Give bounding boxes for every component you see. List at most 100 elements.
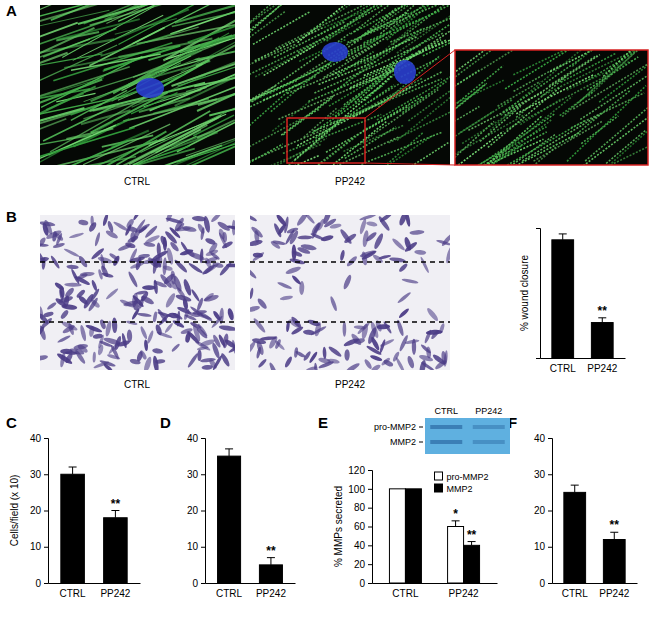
y-tick-mark (44, 583, 48, 584)
fiber (573, 55, 648, 109)
cell (187, 352, 200, 368)
fiber (562, 50, 648, 117)
y-tick: 10 (30, 541, 48, 552)
y-tick: 100 (348, 484, 372, 495)
cell (169, 241, 180, 253)
fiber (387, 10, 450, 73)
y-axis-line (201, 439, 206, 584)
y-tick: 30 (534, 469, 552, 480)
fiber (195, 49, 235, 60)
fiber (40, 108, 85, 130)
cell (250, 225, 264, 238)
x-tick: PP242 (587, 358, 617, 374)
fiber (333, 137, 399, 165)
figure: ABCDEFCTRLPP242CTRLPP242CTRLPP242pro-MMP… (0, 0, 650, 624)
error-bar (452, 521, 460, 527)
fiber (275, 5, 377, 49)
y-tick: 30 (30, 469, 48, 480)
y-tick: 10 (187, 541, 205, 552)
fiber (315, 85, 394, 138)
cell (197, 345, 209, 351)
error-bar-stem (72, 467, 73, 474)
fiber (572, 50, 608, 66)
fiber (172, 9, 235, 26)
significance-mark: ** (610, 518, 620, 532)
fiber (283, 114, 381, 153)
y-tick-mark (548, 547, 552, 548)
fiber (378, 55, 440, 107)
bar (218, 456, 241, 583)
nucleus (394, 60, 416, 84)
cell (159, 235, 168, 248)
y-tick-label: 0 (359, 578, 365, 589)
cell (252, 251, 265, 262)
cell (342, 274, 353, 290)
fiber (462, 111, 514, 144)
fiber (455, 70, 479, 99)
cell (40, 354, 48, 362)
y-tick: 120 (348, 465, 372, 476)
cell (343, 337, 360, 348)
cell (182, 225, 198, 233)
cell (99, 359, 116, 367)
cell (140, 295, 155, 306)
gel-band-marker (419, 427, 423, 428)
cell (162, 272, 175, 285)
cell (339, 228, 353, 245)
fiber (283, 98, 332, 135)
x-tick-label: CTRL (562, 588, 589, 599)
cell (268, 362, 278, 370)
error-bar-stem (602, 318, 603, 323)
cell (89, 288, 100, 303)
fiber (603, 50, 641, 76)
fiber (56, 32, 99, 41)
y-tick-mark (201, 474, 205, 475)
cell (152, 348, 163, 354)
cell (313, 321, 322, 337)
cell (359, 215, 376, 221)
error-bar-stem (229, 449, 230, 456)
cell (113, 220, 129, 232)
y-tick-label: 120 (348, 465, 365, 476)
error-bar-cap (69, 467, 77, 468)
cell (414, 249, 426, 255)
cell (327, 345, 342, 358)
fiber (505, 55, 600, 116)
x-tick-label: PP242 (449, 588, 479, 599)
cell (288, 318, 301, 330)
cell (41, 222, 49, 236)
cell (260, 336, 277, 341)
cell (185, 332, 192, 343)
fiber (71, 54, 161, 70)
cell (200, 227, 205, 240)
y-axis-line (44, 439, 49, 584)
y-axis: 010203040 (30, 433, 49, 589)
cell (40, 243, 49, 247)
panel-label: E (318, 414, 328, 431)
y-axis: 010203040 (534, 433, 553, 589)
cell (56, 352, 74, 366)
fiber (115, 18, 177, 34)
x-tick: PP242 (100, 583, 130, 599)
error-bar-stem (614, 532, 615, 539)
fiber (555, 113, 648, 165)
zoom-connector (365, 163, 455, 165)
cell (397, 291, 412, 304)
y-tick-label: 0 (35, 578, 41, 589)
cell (155, 359, 166, 365)
fiber (40, 39, 90, 58)
cell (406, 355, 415, 369)
fiber (346, 36, 389, 61)
y-tick-label: 80 (354, 502, 366, 513)
bar (464, 545, 480, 583)
cell (297, 235, 313, 239)
y-tick: 10 (534, 541, 552, 552)
fiber (40, 119, 66, 139)
significance-mark: ** (111, 497, 121, 511)
fiber (304, 108, 337, 137)
cell (158, 313, 171, 327)
cell (79, 325, 87, 342)
cell (250, 215, 258, 222)
x-tick-label: PP242 (256, 588, 286, 599)
fiber (40, 89, 90, 106)
